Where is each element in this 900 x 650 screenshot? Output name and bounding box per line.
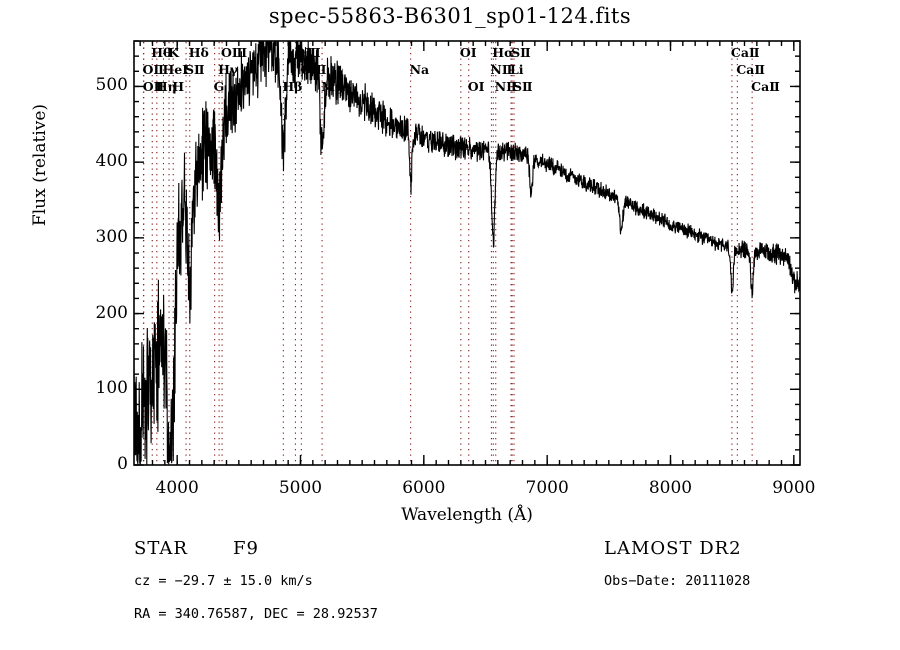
spectral-line-label: Hα (492, 45, 514, 60)
spectral-line-label: CaⅡ (736, 62, 765, 77)
spectral-line-label: SⅡ (512, 79, 533, 94)
spectral-line-label: H (172, 79, 185, 94)
x-tick-label: 8000 (648, 478, 693, 498)
spectral-line-label: Hγ (218, 62, 239, 77)
spectral-line-label: CaⅡ (730, 45, 760, 60)
x-tick-label: 7000 (525, 478, 569, 498)
y-tick-label: 0 (117, 454, 128, 474)
coordinates: RA = 340.76587, DEC = 28.92537 (134, 606, 378, 622)
spectral-line-label: Hβ (282, 79, 303, 94)
spectral-type: F9 (233, 538, 259, 559)
y-tick-label: 400 (95, 151, 128, 172)
observation-date: Obs−Date: 20111028 (604, 573, 751, 589)
spectral-line-label: Li (510, 62, 524, 77)
spectral-line-label: OⅢ (221, 45, 248, 60)
object-class: STAR (134, 538, 188, 559)
spectral-line-label: SⅡ (185, 62, 205, 77)
x-tick-label: 6000 (402, 478, 446, 498)
spectral-line-label: Na (409, 62, 430, 77)
x-tick-label: 9000 (772, 478, 816, 498)
redshift-velocity: cz = −29.7 ± 15.0 km/s (134, 573, 313, 589)
spectral-line-label: Hθ (151, 45, 172, 60)
page-title: spec-55863-B6301_sp01-124.fits (268, 4, 632, 28)
spectral-line-label: G (213, 79, 225, 94)
survey-name: LAMOST DR2 (604, 538, 742, 559)
spectral-line-label: NⅡ (494, 79, 517, 94)
spectral-line-label: Hη (155, 79, 177, 94)
spectral-line-label: SⅡ (511, 45, 531, 60)
spectral-line-label: OⅡ (142, 79, 165, 94)
spectral-line-label: K (168, 45, 179, 60)
spectral-line-label: OⅢ (300, 62, 327, 77)
y-tick-label: 500 (95, 75, 128, 96)
y-tick-label: 100 (95, 378, 128, 399)
spectral-line-label: Hδ (188, 45, 209, 60)
x-axis-label: Wavelength (Å) (401, 505, 533, 525)
y-axis-label: Flux (relative) (30, 103, 50, 227)
spectral-line-label: OⅢ (294, 45, 321, 60)
y-tick-label: 200 (95, 302, 128, 323)
x-tick-label: 5000 (278, 478, 323, 498)
spectral-line-label: HeI (162, 62, 189, 77)
y-tick-label: 300 (95, 226, 128, 247)
spectral-line-label: OⅡ (142, 62, 164, 77)
spectrum-trace (134, 41, 800, 465)
spectral-line-label: CaⅡ (751, 79, 780, 94)
spectral-line-label: OⅠ (459, 45, 477, 60)
spectral-line-label: NⅡ (490, 62, 513, 77)
spectral-line-label: Mg (321, 79, 344, 94)
spectral-line-label: OⅠ (467, 79, 485, 94)
x-tick-label: 4000 (155, 478, 199, 498)
